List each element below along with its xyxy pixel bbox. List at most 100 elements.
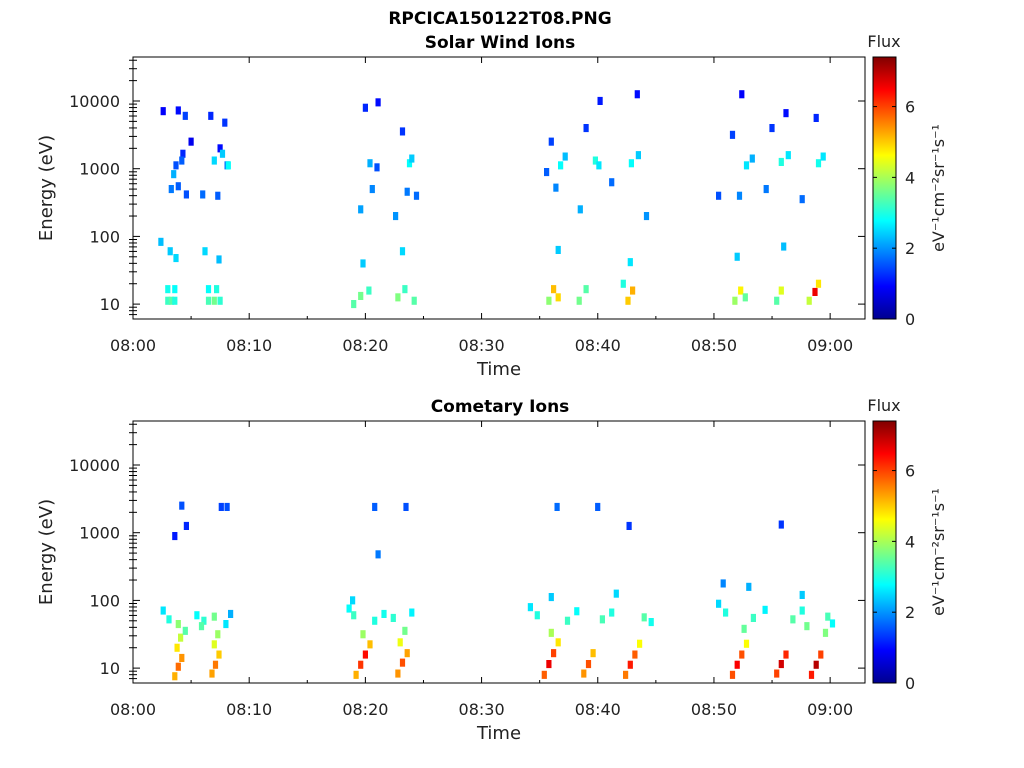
heatmap-cell: [205, 296, 212, 305]
colorbar-tick-label: 6: [905, 462, 915, 481]
heatmap-cell: [160, 606, 166, 615]
heatmap-cell: [202, 247, 208, 256]
heatmap-cell: [201, 616, 207, 625]
heatmap-cell: [813, 113, 819, 122]
heatmap-cell: [165, 296, 171, 305]
heatmap-cell: [564, 616, 571, 625]
x-tick-label: 08:30: [459, 336, 505, 355]
heatmap-cell: [623, 670, 629, 679]
heatmap-cell: [395, 293, 401, 302]
heatmap-cell: [180, 149, 186, 158]
heatmap-cell: [205, 285, 212, 294]
heatmap-cell: [813, 660, 819, 669]
x-tick-label: 08:00: [110, 700, 156, 719]
heatmap-cell: [208, 111, 214, 120]
heatmap-cell: [613, 589, 619, 598]
x-tick-label: 08:10: [226, 700, 272, 719]
heatmap-cell: [742, 293, 748, 302]
heatmap-cell: [183, 521, 189, 530]
heatmap-cell: [397, 638, 403, 647]
heatmap-cell: [548, 628, 554, 637]
heatmap-cell: [413, 191, 420, 200]
heatmap-cell: [171, 170, 177, 179]
heatmap-cell: [534, 611, 540, 620]
heatmap-cell: [217, 144, 223, 153]
heatmap-cell: [175, 620, 181, 629]
heatmap-cells: [160, 501, 836, 681]
plot-frame: [132, 56, 866, 320]
heatmap-cell: [411, 296, 417, 305]
heatmap-cell: [743, 161, 750, 170]
heatmap-cell: [346, 604, 352, 613]
colorbar-tick-label: 0: [905, 674, 915, 693]
heatmap-cell: [200, 190, 206, 199]
heatmap-cell: [597, 96, 603, 105]
heatmap-cell: [404, 187, 410, 196]
heatmap-cell: [829, 619, 836, 628]
x-axis-label: Time: [476, 723, 521, 744]
heatmap-cell: [555, 245, 561, 254]
colorbar-tick-label: 0: [905, 310, 915, 329]
heatmap-cell: [590, 649, 596, 658]
heatmap-cell: [409, 608, 415, 617]
heatmap-cell: [527, 603, 533, 612]
heatmap-cell: [763, 185, 769, 194]
x-tick-label: 09:00: [807, 700, 853, 719]
x-axis-label: Time: [476, 359, 521, 380]
heatmap-cell: [574, 607, 580, 616]
heatmap-cell: [625, 296, 631, 305]
heatmap-cell: [351, 611, 357, 620]
y-tick-label: 1000: [79, 524, 120, 543]
heatmap-cell: [641, 613, 647, 622]
heatmap-cell: [806, 296, 812, 305]
heatmap-cell: [182, 626, 188, 635]
heatmap-cell: [222, 118, 228, 127]
heatmap-cell: [546, 296, 552, 305]
heatmap-cell: [168, 185, 174, 194]
heatmap-cell: [820, 152, 826, 161]
heatmap-cell: [402, 285, 408, 294]
y-tick-label: 100: [89, 227, 120, 246]
heatmap-cell: [172, 296, 178, 305]
colorbar-label: Flux: [867, 32, 900, 51]
plot-frame: [132, 420, 866, 684]
heatmap-cell: [553, 183, 559, 192]
heatmap-cell: [716, 599, 722, 608]
heatmap-cell: [544, 168, 550, 177]
heatmap-cell: [211, 156, 217, 165]
heatmap-cell: [555, 638, 561, 647]
heatmap-cell: [399, 247, 406, 256]
heatmap-cell: [762, 605, 768, 614]
heatmap-cell: [168, 296, 174, 305]
heatmap-cell: [172, 532, 178, 541]
panel-solar-wind: Solar Wind Ions 08:00 08:10 08:20 08:30 08:4…: [36, 32, 948, 380]
heatmap-cell: [774, 296, 780, 305]
y-tick-label: 10000: [69, 92, 120, 111]
heatmap-cell: [716, 191, 722, 200]
x-tick-label: 08:40: [575, 336, 621, 355]
panel-cometary: Cometary Ions 08:00 08:10 08:20 08:30 08:40 0…: [36, 396, 948, 744]
heatmap-cell: [778, 660, 784, 669]
heatmap-cell: [736, 191, 743, 200]
colorbar: Flux 0 2 4 6 eV⁻¹cm⁻²sr⁻¹s⁻¹: [867, 32, 948, 329]
heatmap-cell: [781, 242, 787, 251]
y-axis-label: Energy (eV): [36, 135, 57, 241]
colorbar-ticks: 0 2 4 6: [873, 462, 915, 693]
colorbar-tick-label: 2: [905, 603, 915, 622]
x-tick-label: 08:30: [459, 700, 505, 719]
y-tick-label: 10: [100, 659, 120, 678]
heatmap-cell: [182, 111, 188, 120]
x-tick-label: 08:10: [226, 336, 272, 355]
heatmap-cell: [769, 124, 775, 133]
heatmap-cell: [219, 149, 226, 158]
y-tick-label: 10000: [69, 456, 120, 475]
figure-title: RPCICA150122T08.PNG: [388, 9, 611, 29]
heatmap-cell: [599, 615, 605, 624]
heatmap-cell: [372, 616, 378, 625]
heatmap-cell: [595, 502, 601, 511]
heatmap-cell: [630, 286, 636, 295]
heatmap-cell: [548, 593, 554, 602]
heatmap-cell: [551, 649, 557, 658]
heatmap-cell: [406, 159, 413, 168]
heatmap-cell: [790, 615, 796, 624]
